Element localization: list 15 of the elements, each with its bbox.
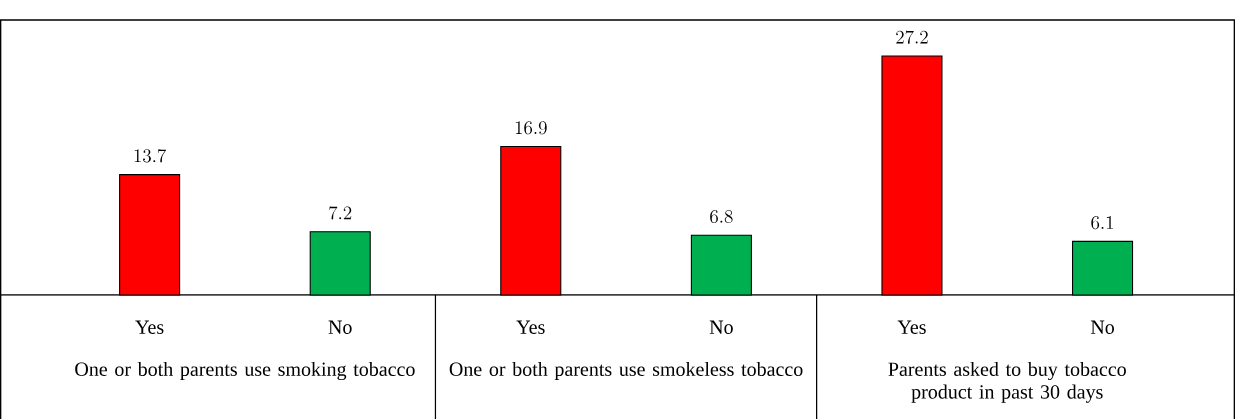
data-label: 6. 1 [1091, 216, 1114, 230]
x-tick-label: Yes [135, 320, 164, 334]
x-tick-label: No [709, 320, 733, 334]
text: One or both parents use smoking tobacco [75, 361, 415, 381]
data-label: 13.7 [134, 149, 167, 163]
data-label: 16.9 [515, 121, 547, 135]
text: Parents asked to buy tobacco product in past 30 days [888, 361, 1126, 403]
x-tick-label: No [1090, 320, 1115, 334]
x-tick-label: Yes [897, 320, 926, 334]
data-label: 7.2 [329, 206, 352, 220]
data-label: 6.8 [710, 209, 733, 224]
data-label: 27.2 [896, 30, 928, 44]
text: One or both parents use smokeless tobacco [449, 361, 803, 381]
x-tick-label: Yes [516, 320, 545, 334]
x-tick-label: No [328, 320, 352, 334]
